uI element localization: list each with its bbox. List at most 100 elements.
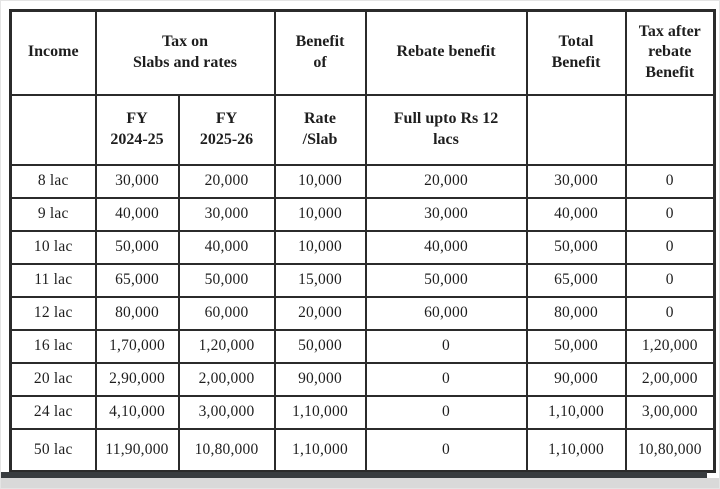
income-cell: 8 lac <box>9 163 97 199</box>
header-total-benefit-line2: Benefit <box>551 53 601 71</box>
header-total-benefit-line1: Total <box>558 32 594 50</box>
total-benefit-cell: 40,000 <box>525 196 627 232</box>
rate-slab-cell: 10,000 <box>273 196 367 232</box>
subheader-fy-2024-25: FY 2024-25 <box>94 93 180 166</box>
rebate-cell: 0 <box>364 427 528 473</box>
subheader-income-empty <box>9 93 97 166</box>
fy2425-cell: 40,000 <box>94 196 180 232</box>
table-row: 16 lac 1,70,000 1,20,000 50,000 0 50,000… <box>9 328 716 364</box>
header-tax-on-slabs: Tax on Slabs and rates <box>94 9 276 96</box>
subheader-tax-after-empty <box>624 93 716 166</box>
rate-slab-cell: 10,000 <box>273 229 367 265</box>
header-income: Income <box>9 9 97 96</box>
header-row-2: FY 2024-25 FY 2025-26 Rate /Slab Full up… <box>9 93 716 166</box>
rate-slab-cell: 10,000 <box>273 163 367 199</box>
header-benefit-of-line2: of <box>313 53 327 71</box>
header-total-benefit: Total Benefit <box>525 9 627 96</box>
total-benefit-cell: 80,000 <box>525 295 627 331</box>
rebate-cell: 60,000 <box>364 295 528 331</box>
rebate-cell: 20,000 <box>364 163 528 199</box>
total-benefit-cell: 1,10,000 <box>525 427 627 473</box>
header-rebate-benefit: Rebate benefit <box>364 9 528 96</box>
income-cell: 16 lac <box>9 328 97 364</box>
subheader-fy-2025-26-line2: 2025-26 <box>199 130 254 148</box>
fy2526-cell: 40,000 <box>177 229 276 265</box>
subheader-fy-2025-26-line1: FY <box>215 109 238 127</box>
fy2425-cell: 30,000 <box>94 163 180 199</box>
rate-slab-cell: 50,000 <box>273 328 367 364</box>
income-cell: 10 lac <box>9 229 97 265</box>
fy2526-cell: 10,80,000 <box>177 427 276 473</box>
tax-after-cell: 0 <box>624 262 716 298</box>
tax-after-cell: 0 <box>624 163 716 199</box>
subheader-rate-slab-line1: Rate <box>304 109 336 127</box>
fy2526-cell: 60,000 <box>177 295 276 331</box>
header-tax-on-slabs-line2: Slabs and rates <box>132 53 238 71</box>
table-row: 20 lac 2,90,000 2,00,000 90,000 0 90,000… <box>9 361 716 397</box>
income-cell: 50 lac <box>9 427 97 473</box>
tax-after-cell: 3,00,000 <box>624 394 716 430</box>
subheader-rate-slab: Rate /Slab <box>273 93 367 166</box>
fy2425-cell: 65,000 <box>94 262 180 298</box>
income-cell: 9 lac <box>9 196 97 232</box>
total-benefit-cell: 65,000 <box>525 262 627 298</box>
header-tax-after-line3: Benefit <box>645 64 695 82</box>
income-cell: 11 lac <box>9 262 97 298</box>
rebate-cell: 0 <box>364 394 528 430</box>
fy2425-cell: 2,90,000 <box>94 361 180 397</box>
fy2526-cell: 1,20,000 <box>177 328 276 364</box>
subheader-rebate-full-line2: lacs <box>433 130 459 148</box>
tax-after-cell: 1,20,000 <box>624 328 716 364</box>
income-cell: 24 lac <box>9 394 97 430</box>
subheader-rebate-full: Full upto Rs 12 lacs <box>364 93 528 166</box>
fy2526-cell: 3,00,000 <box>177 394 276 430</box>
total-benefit-cell: 1,10,000 <box>525 394 627 430</box>
fy2526-cell: 50,000 <box>177 262 276 298</box>
rate-slab-cell: 15,000 <box>273 262 367 298</box>
tax-after-cell: 2,00,000 <box>624 361 716 397</box>
table-row: 50 lac 11,90,000 10,80,000 1,10,000 0 1,… <box>9 427 716 473</box>
rebate-cell: 30,000 <box>364 196 528 232</box>
tax-after-cell: 0 <box>624 196 716 232</box>
fy2425-cell: 80,000 <box>94 295 180 331</box>
subheader-total-benefit-empty <box>525 93 627 166</box>
table-row: 12 lac 80,000 60,000 20,000 60,000 80,00… <box>9 295 716 331</box>
header-tax-after-rebate: Tax after rebate Benefit <box>624 9 716 96</box>
rebate-cell: 40,000 <box>364 229 528 265</box>
rebate-cell: 50,000 <box>364 262 528 298</box>
tax-after-cell: 10,80,000 <box>624 427 716 473</box>
total-benefit-cell: 30,000 <box>525 163 627 199</box>
subheader-rebate-full-line1: Full upto Rs 12 <box>393 109 499 127</box>
tax-after-cell: 0 <box>624 295 716 331</box>
table-row: 24 lac 4,10,000 3,00,000 1,10,000 0 1,10… <box>9 394 716 430</box>
income-cell: 20 lac <box>9 361 97 397</box>
table-row: 10 lac 50,000 40,000 10,000 40,000 50,00… <box>9 229 716 265</box>
table-bottom-border-band <box>1 472 707 481</box>
fy2526-cell: 30,000 <box>177 196 276 232</box>
total-benefit-cell: 50,000 <box>525 229 627 265</box>
subheader-fy-2024-25-line1: FY <box>126 109 148 127</box>
rate-slab-cell: 90,000 <box>273 361 367 397</box>
rate-slab-cell: 1,10,000 <box>273 394 367 430</box>
subheader-rate-slab-line2: /Slab <box>302 130 338 148</box>
fy2425-cell: 50,000 <box>94 229 180 265</box>
rebate-cell: 0 <box>364 361 528 397</box>
total-benefit-cell: 50,000 <box>525 328 627 364</box>
page-bottom-strip <box>1 478 719 488</box>
tax-after-cell: 0 <box>624 229 716 265</box>
header-tax-after-line1: Tax after <box>638 22 701 40</box>
fy2526-cell: 20,000 <box>177 163 276 199</box>
fy2425-cell: 1,70,000 <box>94 328 180 364</box>
header-row-1: Income Tax on Slabs and rates Benefit of… <box>9 9 716 96</box>
table-row: 9 lac 40,000 30,000 10,000 30,000 40,000… <box>9 196 716 232</box>
rate-slab-cell: 20,000 <box>273 295 367 331</box>
table-row: 8 lac 30,000 20,000 10,000 20,000 30,000… <box>9 163 716 199</box>
header-benefit-of: Benefit of <box>273 9 367 96</box>
total-benefit-cell: 90,000 <box>525 361 627 397</box>
header-tax-on-slabs-line1: Tax on <box>161 32 209 50</box>
subheader-fy-2025-26: FY 2025-26 <box>177 93 276 166</box>
fy2425-cell: 4,10,000 <box>94 394 180 430</box>
header-tax-after-line2: rebate <box>648 43 692 61</box>
tax-benefit-table: Income Tax on Slabs and rates Benefit of… <box>9 9 716 473</box>
